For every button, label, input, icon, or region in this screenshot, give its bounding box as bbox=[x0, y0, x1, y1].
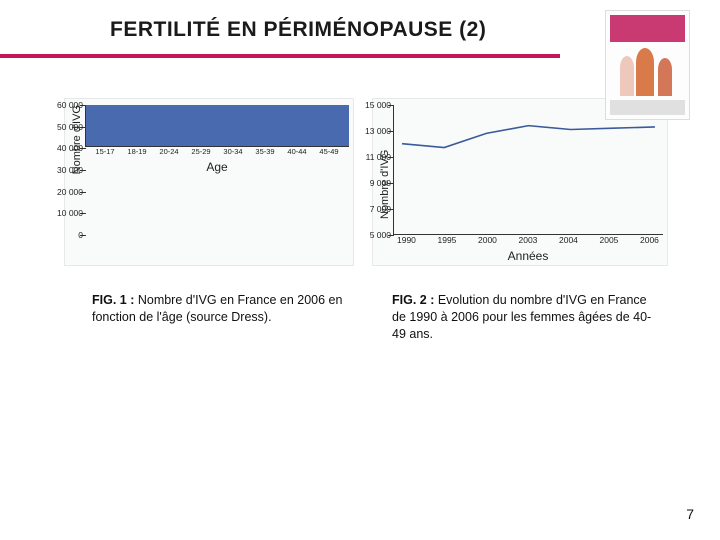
page-number: 7 bbox=[686, 506, 694, 522]
badge-header bbox=[610, 15, 685, 42]
fig1-bar bbox=[92, 137, 120, 146]
fig1-xtick: 40-44 bbox=[283, 147, 311, 156]
event-badge bbox=[605, 10, 690, 120]
fig2-line-svg bbox=[394, 105, 663, 234]
fig2-plot: 5 0007 0009 00011 00013 00015 000 bbox=[393, 105, 663, 235]
fig1-ytick-label: 10 000 bbox=[57, 208, 86, 218]
fig1-bar bbox=[156, 112, 184, 146]
fig1-plot: 010 00020 00030 00040 00050 00060 000 bbox=[85, 105, 349, 147]
fig1-caption: FIG. 1 : Nombre d'IVG en France en 2006 … bbox=[92, 292, 352, 343]
fig2-line bbox=[402, 126, 655, 148]
captions-row: FIG. 1 : Nombre d'IVG en France en 2006 … bbox=[0, 266, 720, 343]
fig1-panel: Nombre d'IVG 010 00020 00030 00040 00050… bbox=[64, 98, 354, 266]
fig1-xtick: 20-24 bbox=[155, 147, 183, 156]
fig2-caption-label: FIG. 2 : bbox=[392, 293, 438, 307]
fig2-ytick-label: 11 000 bbox=[366, 152, 394, 162]
fig1-ytick-label: 30 000 bbox=[57, 165, 86, 175]
fig2-caption: FIG. 2 : Evolution du nombre d'IVG en Fr… bbox=[392, 292, 652, 343]
fig2-ytick-label: 7 000 bbox=[370, 204, 394, 214]
fig1-caption-label: FIG. 1 : bbox=[92, 293, 138, 307]
fig1-bar bbox=[124, 132, 152, 146]
fig2-ytick-label: 5 000 bbox=[370, 230, 394, 240]
fig2-xtick: 2003 bbox=[519, 235, 538, 245]
fig1-xtick: 25-29 bbox=[187, 147, 215, 156]
fig1-xticks: 15-17 18-19 20-24 25-29 30-34 35-39 40-44 45-49 bbox=[85, 147, 349, 156]
fig1-xtick: 18-19 bbox=[123, 147, 151, 156]
fig2-xtick: 2005 bbox=[600, 235, 619, 245]
badge-illustration bbox=[610, 46, 685, 96]
fig1-xtick: 35-39 bbox=[251, 147, 279, 156]
fig1-bar bbox=[251, 128, 279, 146]
fig2-xlabel: Années bbox=[393, 249, 663, 263]
fig1-ylabel: Nombre d'IVG bbox=[69, 105, 85, 174]
fig1-bar bbox=[220, 121, 248, 147]
page-title: FERTILITÉ EN PÉRIMÉNOPAUSE (2) bbox=[110, 18, 486, 42]
fig1-ytick-label: 60 000 bbox=[57, 100, 86, 110]
fig1-bar bbox=[283, 138, 311, 146]
fig1-bar bbox=[188, 116, 216, 146]
fig1-ytick-label: 50 000 bbox=[57, 122, 86, 132]
fig1-bar bbox=[315, 145, 343, 146]
fig2-xticks: 1990 1995 2000 2003 2004 2005 2006 bbox=[393, 235, 663, 245]
fig1-ytick-label: 40 000 bbox=[57, 143, 86, 153]
fig2-xtick: 2004 bbox=[559, 235, 578, 245]
fig1-ytick-label: 0 bbox=[78, 230, 86, 240]
fig2-xtick: 2000 bbox=[478, 235, 497, 245]
fig2-ytick-label: 15 000 bbox=[365, 100, 394, 110]
fig1-xlabel: Age bbox=[85, 160, 349, 174]
fig1-ytick-label: 20 000 bbox=[57, 187, 86, 197]
fig1-xtick: 30-34 bbox=[219, 147, 247, 156]
fig2-xtick: 1990 bbox=[397, 235, 416, 245]
fig1-xtick: 45-49 bbox=[315, 147, 343, 156]
fig2-ytick-label: 9 000 bbox=[370, 178, 394, 188]
fig2-xtick: 2006 bbox=[640, 235, 659, 245]
fig2-xtick: 1995 bbox=[438, 235, 457, 245]
fig1-bars bbox=[86, 105, 349, 146]
fig2-panel: Nombre d'IVG 5 0007 0009 00011 00013 000… bbox=[372, 98, 668, 266]
fig2-ytick-label: 13 000 bbox=[365, 126, 394, 136]
fig1-xtick: 15-17 bbox=[91, 147, 119, 156]
